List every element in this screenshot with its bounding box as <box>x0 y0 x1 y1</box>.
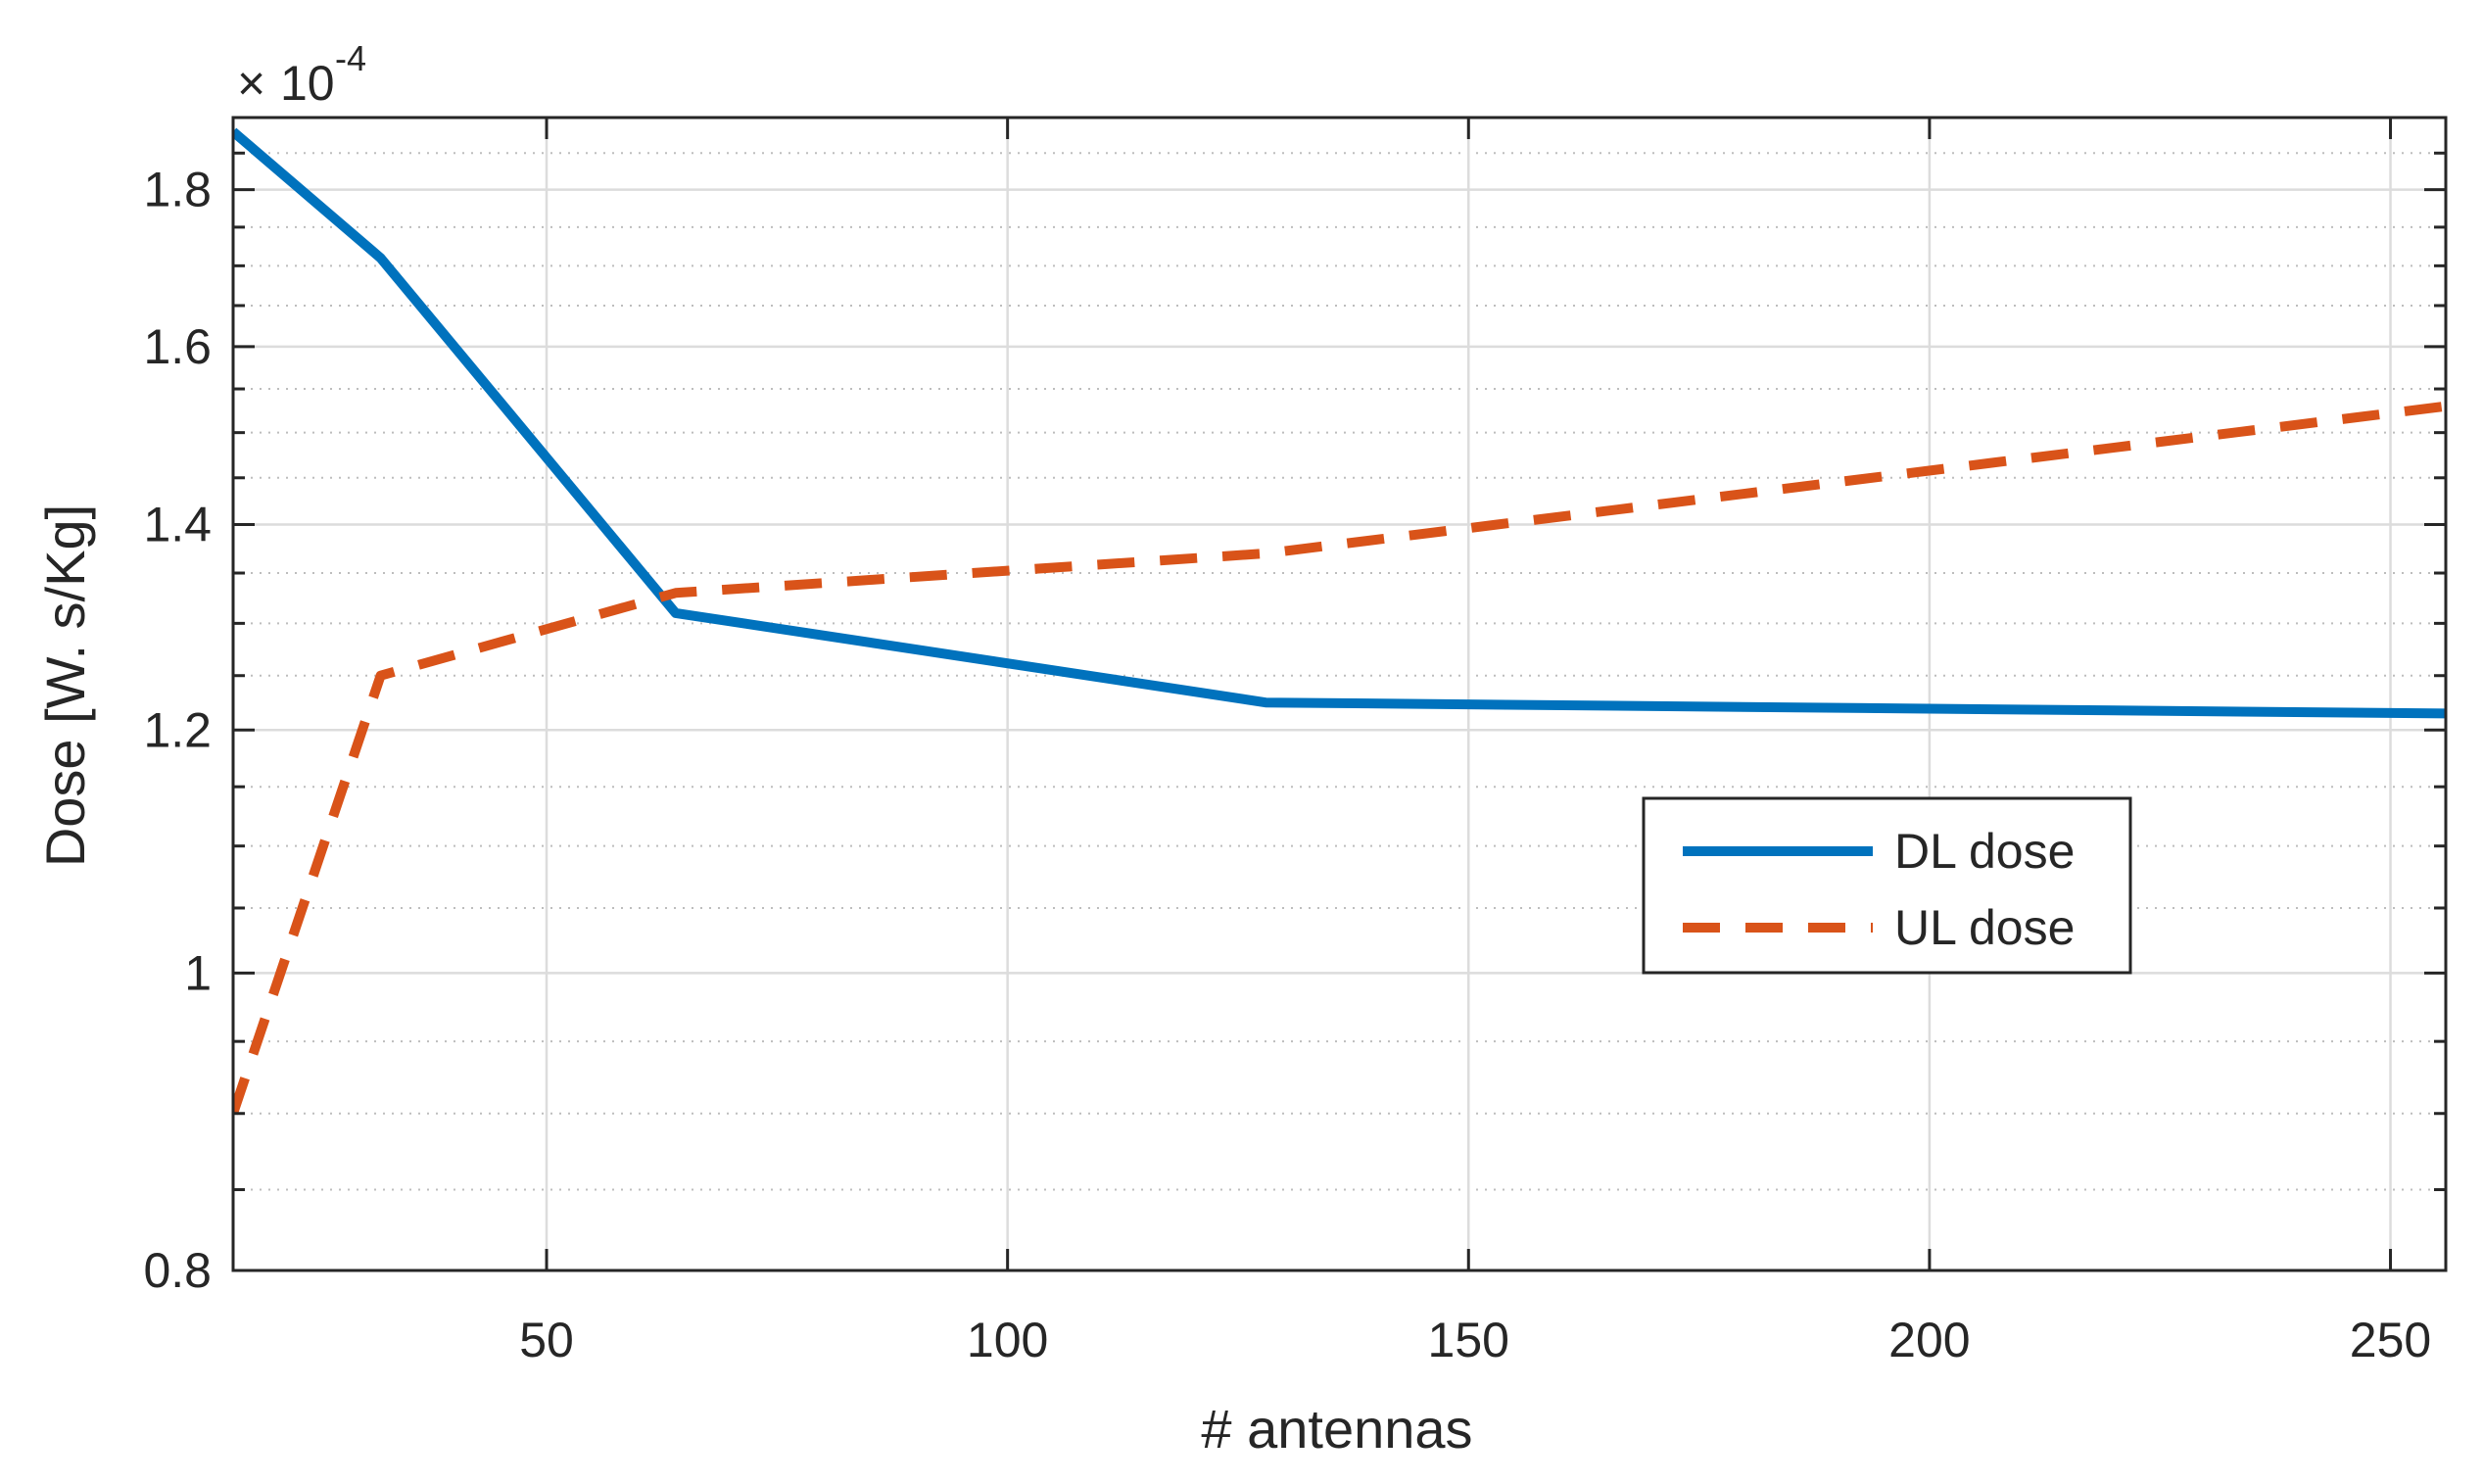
y-tick-label: 1.8 <box>143 163 212 217</box>
grid <box>233 118 2446 1272</box>
y-tick-label: 0.8 <box>143 1243 212 1298</box>
y-tick-label: 1 <box>184 945 212 1000</box>
series-line-ul-dose <box>233 401 2446 1116</box>
x-tick-label: 200 <box>1888 1313 1970 1367</box>
legend: DL dose UL dose <box>1642 796 2132 975</box>
x-axis-label: # antennas <box>1201 1398 1472 1460</box>
y-axis-multiplier: × 10 -4 <box>237 38 366 111</box>
series-line-dl-dose <box>233 127 2446 719</box>
legend-label: DL dose <box>1894 824 2075 879</box>
x-tick-label: 100 <box>967 1313 1048 1367</box>
x-tick-label: 250 <box>2350 1313 2431 1367</box>
y-tick-label: 1.6 <box>143 319 212 374</box>
legend-label: UL dose <box>1894 900 2075 955</box>
axis-ticks: 0.8 1 1.2 1.4 1.6 1.8 50 100 150 200 250 <box>143 118 2446 1367</box>
x-tick-label: 50 <box>519 1313 574 1367</box>
svg-text:×: × <box>237 56 265 111</box>
plot-frame <box>231 116 2448 1272</box>
multiplier-base: 10 <box>280 56 335 111</box>
x-tick-label: 150 <box>1428 1313 1509 1367</box>
y-axis-label: Dose [W. s/Kg] <box>34 504 96 867</box>
y-tick-label: 1.2 <box>143 702 212 757</box>
plot-series <box>233 127 2446 1116</box>
y-tick-label: 1.4 <box>143 498 212 552</box>
legend-box <box>1642 796 2132 975</box>
multiplier-exponent: -4 <box>335 38 366 78</box>
